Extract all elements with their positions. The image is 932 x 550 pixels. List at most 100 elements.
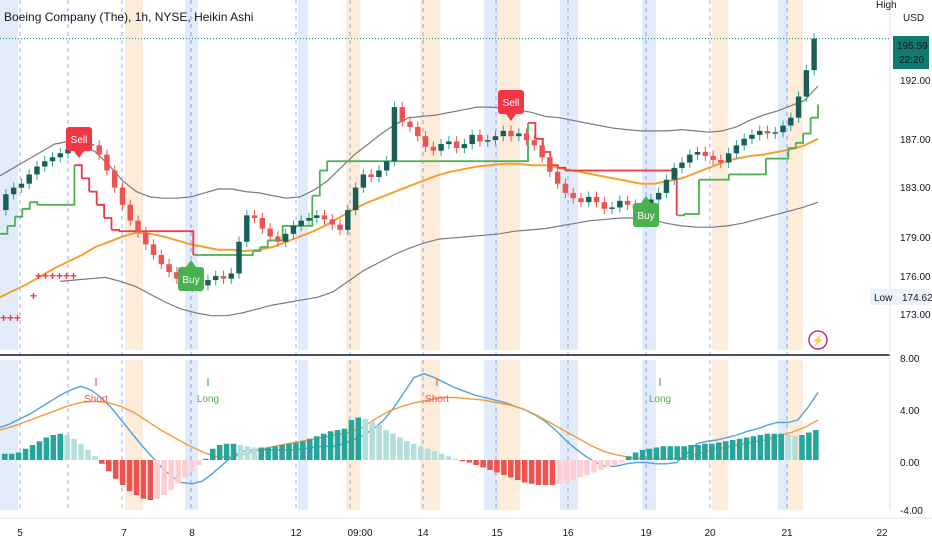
- trail-stop-segment: [758, 158, 767, 176]
- histogram-bar: [411, 443, 417, 460]
- macd-pane: Short Long Short Long: [0, 354, 890, 500]
- signal-label: Sell: [503, 98, 520, 109]
- candle-body: [18, 183, 25, 188]
- histogram-bar: [459, 460, 466, 462]
- trail-stop-segment: [795, 133, 804, 144]
- trail-stop-segment: [721, 174, 730, 181]
- session-band: [346, 0, 360, 350]
- histogram-bar: [209, 448, 216, 460]
- time-tick: 20: [704, 528, 716, 539]
- histogram-bar: [563, 460, 570, 483]
- candle-body: [803, 70, 810, 97]
- histogram-bar: [119, 460, 126, 485]
- session-band: [788, 360, 803, 510]
- histogram-bar: [293, 442, 299, 460]
- candle-body: [135, 220, 141, 233]
- histogram-bar: [203, 458, 209, 460]
- candle-body: [523, 133, 530, 141]
- session-band: [484, 0, 498, 350]
- trail-stop-segment: [312, 170, 321, 197]
- candle-body: [702, 152, 709, 156]
- histogram-bar: [376, 425, 382, 460]
- candle-body: [461, 144, 468, 149]
- candle-body: [586, 196, 592, 203]
- histogram-bar: [771, 433, 778, 460]
- candle-body: [601, 202, 608, 209]
- histogram-bar: [577, 460, 583, 478]
- chart-title: Boeing Company (The), 1h, NYSE, Heikin A…: [4, 10, 254, 24]
- histogram-bar: [369, 421, 375, 460]
- trail-stop-segment: [252, 247, 262, 252]
- candle-body: [220, 276, 227, 279]
- histogram-bar: [667, 446, 674, 460]
- histogram-bar: [653, 447, 660, 460]
- macd-signal-label: Long: [197, 394, 219, 405]
- histogram-bar: [618, 460, 625, 463]
- session-band: [498, 360, 520, 510]
- histogram-bar: [674, 446, 680, 460]
- histogram-bar: [535, 460, 542, 485]
- histogram-bar: [161, 460, 167, 495]
- candle-body: [531, 140, 538, 146]
- macd-signal-label: Short: [84, 394, 108, 405]
- histogram-bar: [300, 441, 306, 460]
- low-badge: [870, 289, 930, 305]
- histogram-bar: [514, 460, 521, 480]
- candle-body: [516, 133, 522, 137]
- histogram-bar: [71, 438, 77, 460]
- signal-box: [178, 267, 204, 291]
- candle-body: [617, 200, 623, 208]
- trail-stop-segment: [676, 214, 685, 217]
- histogram-bar: [799, 435, 805, 460]
- trail-stop-segment: [29, 201, 39, 205]
- candle-body: [368, 174, 374, 178]
- candle-body: [811, 38, 817, 71]
- histogram-bar: [445, 456, 452, 460]
- session-band: [0, 360, 18, 510]
- candle-body: [42, 161, 48, 167]
- macd-tick: -4.00: [900, 506, 923, 517]
- price-tick: 192.00: [900, 76, 931, 87]
- trail-stop-segment: [14, 208, 24, 218]
- candle-body: [609, 207, 615, 209]
- candle-body: [477, 134, 483, 142]
- session-band: [642, 360, 656, 510]
- histogram-bar: [196, 460, 202, 465]
- histogram-bar: [709, 443, 715, 460]
- session-band: [185, 0, 198, 350]
- session-band: [778, 0, 788, 350]
- trail-stop-segment: [185, 230, 195, 255]
- trail-stop-segment: [22, 202, 31, 210]
- histogram-bar: [487, 460, 493, 470]
- trail-stop-segment: [245, 251, 254, 256]
- session-band: [498, 0, 520, 350]
- histogram-bar: [508, 460, 514, 478]
- trail-stop-segment: [89, 190, 98, 205]
- histogram-bar: [85, 450, 91, 460]
- histogram-bar: [702, 443, 708, 460]
- histogram-bar: [313, 436, 320, 460]
- candle-body: [648, 199, 654, 207]
- histogram-bar: [792, 436, 798, 460]
- plus-marker: +: [30, 289, 37, 303]
- histogram-bar: [92, 456, 98, 460]
- sell-signal: Sell: [66, 127, 92, 158]
- candle-body: [57, 153, 64, 158]
- histogram-bar: [397, 437, 403, 460]
- candle-body: [104, 154, 110, 171]
- histogram-bar: [612, 460, 618, 465]
- signal-box: [498, 90, 524, 114]
- session-bands: [0, 0, 803, 510]
- histogram-bar: [383, 430, 389, 460]
- trail-stop-segment: [74, 164, 83, 179]
- trail-stop-segment: [319, 161, 329, 172]
- session-band: [298, 360, 308, 510]
- session-band: [788, 0, 803, 350]
- session-band: [298, 0, 308, 350]
- candle-body: [749, 134, 755, 139]
- histogram-bar: [147, 460, 154, 500]
- histogram-bar: [140, 460, 147, 499]
- candle-body: [687, 154, 693, 163]
- histogram-bar: [57, 433, 64, 460]
